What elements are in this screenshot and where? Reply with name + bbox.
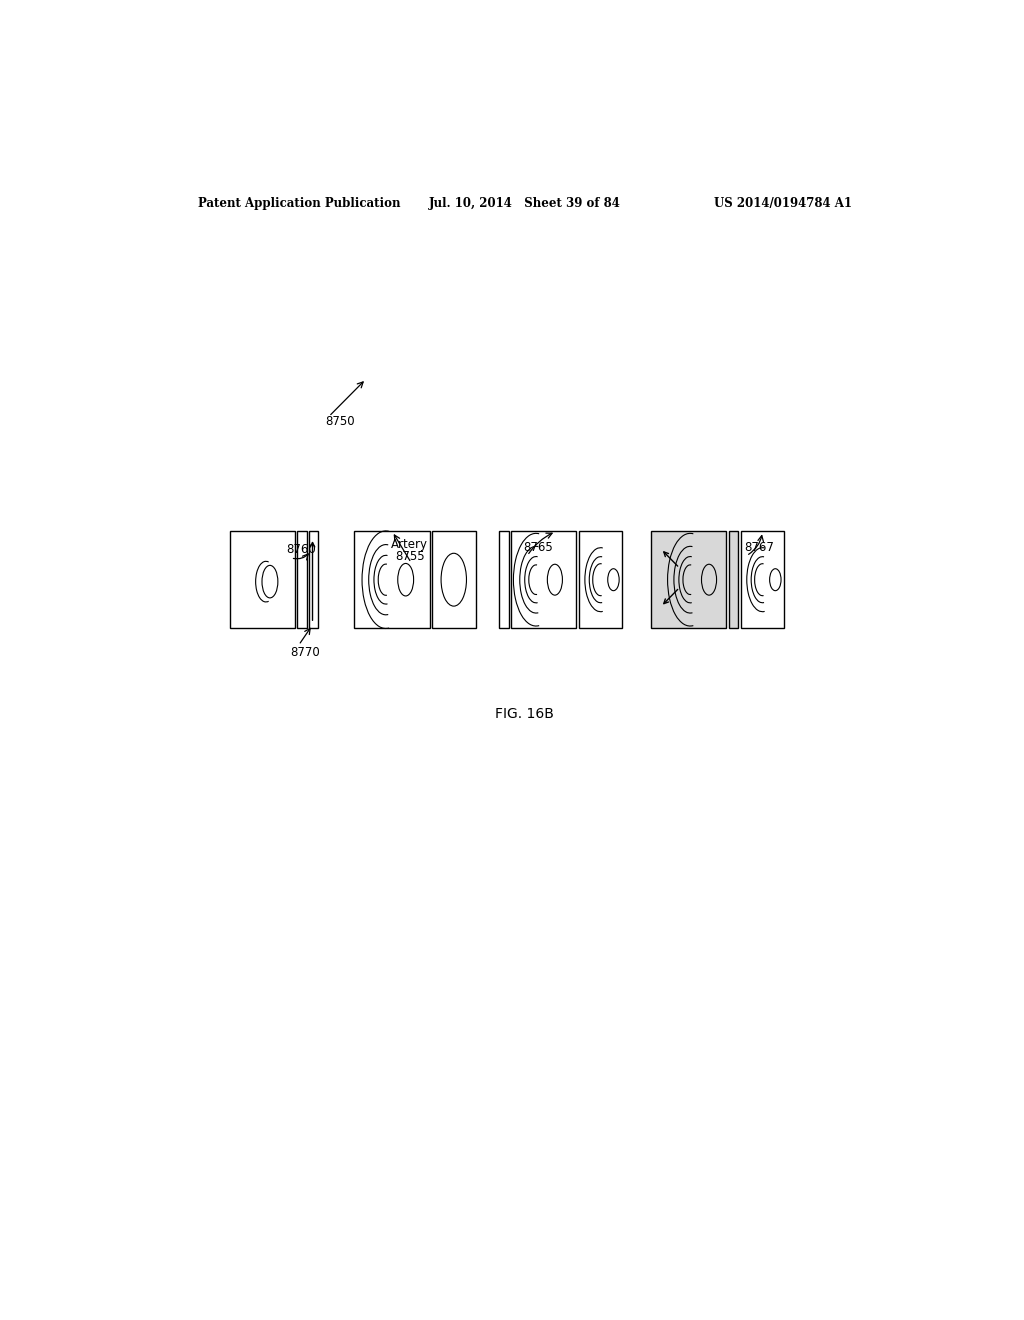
- Text: US 2014/0194784 A1: US 2014/0194784 A1: [714, 197, 852, 210]
- Text: 8770: 8770: [291, 647, 321, 659]
- Bar: [651, 532, 726, 628]
- Bar: [579, 532, 623, 628]
- Bar: [500, 532, 509, 628]
- Bar: [432, 532, 475, 628]
- Text: 8750: 8750: [325, 414, 354, 428]
- Text: FIG. 16B: FIG. 16B: [496, 708, 554, 721]
- Bar: [297, 532, 306, 628]
- Bar: [729, 532, 738, 628]
- Text: Artery: Artery: [391, 537, 428, 550]
- Bar: [740, 532, 784, 628]
- Text: Patent Application Publication: Patent Application Publication: [198, 197, 400, 210]
- Text: 8767: 8767: [743, 541, 774, 554]
- Bar: [511, 532, 577, 628]
- Text: Jul. 10, 2014   Sheet 39 of 84: Jul. 10, 2014 Sheet 39 of 84: [429, 197, 621, 210]
- Bar: [309, 532, 318, 628]
- Text: 8765: 8765: [523, 541, 553, 554]
- Text: 8760: 8760: [287, 543, 316, 556]
- Bar: [229, 532, 295, 628]
- Text: 8755: 8755: [395, 550, 425, 562]
- Bar: [354, 532, 430, 628]
